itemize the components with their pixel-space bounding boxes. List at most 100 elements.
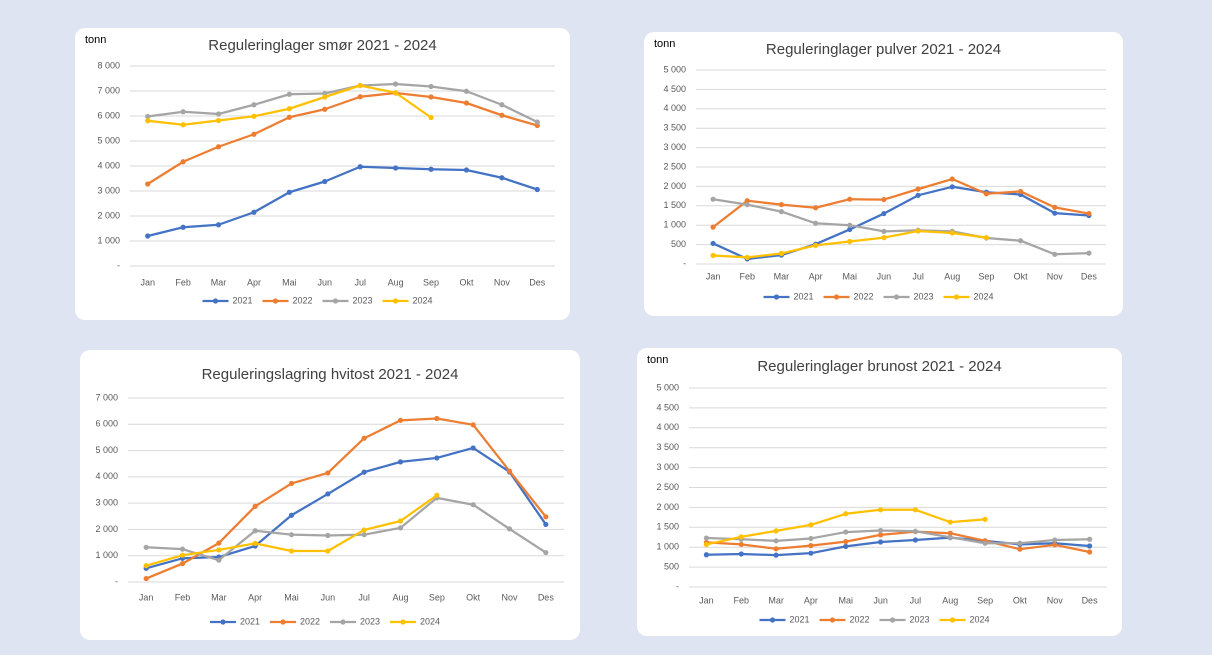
y-tick-label: 3 000: [95, 498, 118, 508]
data-point: [322, 178, 328, 185]
data-point: [847, 238, 853, 245]
data-point: [499, 175, 505, 181]
x-tick-label: Mar: [211, 592, 227, 602]
x-tick-label: Jan: [699, 595, 714, 605]
y-tick-label: -: [683, 258, 686, 268]
legend-marker: [332, 298, 339, 304]
data-point: [773, 538, 779, 544]
data-point: [361, 527, 367, 533]
chart: Reguleringlager brunost 2021 - 2024 tonn -…: [647, 354, 1107, 624]
chart-title: Reguleringlager pulver 2021 - 2024: [766, 41, 1001, 58]
y-tick-label: 500: [664, 561, 679, 571]
data-point: [179, 552, 186, 558]
x-tick-label: Nov: [1047, 271, 1064, 281]
legend-marker: [272, 298, 279, 304]
y-tick-label: 7 000: [95, 392, 118, 402]
data-point: [251, 131, 257, 137]
data-point: [499, 112, 505, 118]
y-axis-label: tonn: [85, 34, 106, 46]
y-tick-label: 2 000: [656, 502, 679, 512]
data-point: [463, 167, 470, 173]
data-point: [251, 209, 257, 215]
data-point: [286, 91, 292, 97]
x-tick-label: Apr: [247, 277, 261, 287]
x-tick-label: Jun: [318, 277, 333, 287]
data-point: [1086, 210, 1092, 217]
legend-label: 2022: [854, 291, 874, 301]
series-line: [706, 530, 1090, 554]
data-point: [361, 532, 367, 538]
legend-marker: [829, 617, 836, 623]
data-point: [1017, 540, 1023, 546]
data-point: [215, 111, 222, 117]
y-tick-label: 1 000: [663, 220, 686, 230]
data-point: [710, 252, 716, 259]
data-point: [703, 535, 710, 541]
legend-marker: [400, 619, 406, 625]
data-point: [778, 250, 785, 257]
data-point: [877, 507, 884, 513]
data-point: [915, 192, 921, 198]
data-point: [143, 575, 149, 582]
data-point: [847, 196, 853, 202]
data-point: [506, 468, 513, 474]
x-tick-label: Feb: [175, 277, 191, 287]
data-point: [744, 202, 750, 208]
data-point: [470, 422, 476, 428]
data-point: [288, 532, 295, 538]
data-point: [251, 102, 257, 108]
x-tick-label: Jan: [140, 277, 155, 287]
data-point: [397, 525, 404, 531]
x-tick-label: Okt: [466, 592, 481, 602]
data-point: [778, 202, 785, 208]
legend-label: 2022: [300, 616, 320, 626]
chart-card: Reguleringslagring hvitost 2021 - 2024 - 1…: [80, 350, 580, 640]
data-point: [703, 541, 710, 548]
data-point: [1017, 546, 1023, 552]
series-line: [706, 536, 1090, 557]
data-point: [915, 228, 921, 234]
data-point: [773, 552, 779, 558]
series-line: [145, 417, 547, 580]
data-point: [216, 557, 222, 563]
data-point: [534, 119, 540, 125]
data-point: [877, 527, 884, 534]
data-point: [812, 242, 819, 248]
y-tick-label: 1 000: [656, 542, 679, 552]
data-point: [812, 205, 819, 211]
y-tick-label: 4 500: [663, 84, 686, 94]
x-tick-label: Apr: [248, 592, 262, 602]
y-tick-label: 2 500: [656, 482, 679, 492]
data-point: [843, 529, 849, 535]
data-point: [912, 507, 919, 513]
data-point: [877, 539, 884, 545]
data-point: [1017, 188, 1024, 195]
x-tick-label: Des: [1081, 271, 1098, 281]
data-point: [470, 445, 476, 451]
y-axis-label: tonn: [654, 38, 675, 50]
x-tick-label: Jun: [873, 595, 888, 605]
legend-label: 2022: [293, 295, 313, 305]
data-point: [145, 233, 151, 239]
data-point: [543, 521, 549, 528]
x-tick-label: Sep: [977, 595, 993, 605]
data-point: [470, 502, 476, 508]
x-tick-label: Mai: [838, 595, 853, 605]
y-tick-label: 6 000: [97, 110, 120, 120]
data-point: [881, 235, 887, 241]
x-tick-label: Nov: [501, 592, 518, 602]
x-tick-label: Mai: [284, 592, 299, 602]
chart-card: Reguleringlager pulver 2021 - 2024 tonn - 5…: [644, 32, 1123, 316]
data-point: [215, 222, 222, 228]
legend-marker: [340, 619, 346, 625]
data-point: [145, 118, 151, 124]
y-tick-label: 4 000: [656, 422, 679, 432]
y-tick-label: 5 000: [663, 64, 686, 74]
legend-label: 2021: [233, 295, 253, 305]
data-point: [534, 186, 540, 193]
legend-label: 2024: [974, 291, 994, 301]
data-point: [1052, 204, 1058, 210]
data-point: [252, 540, 258, 546]
data-point: [949, 184, 955, 190]
data-point: [543, 514, 549, 520]
